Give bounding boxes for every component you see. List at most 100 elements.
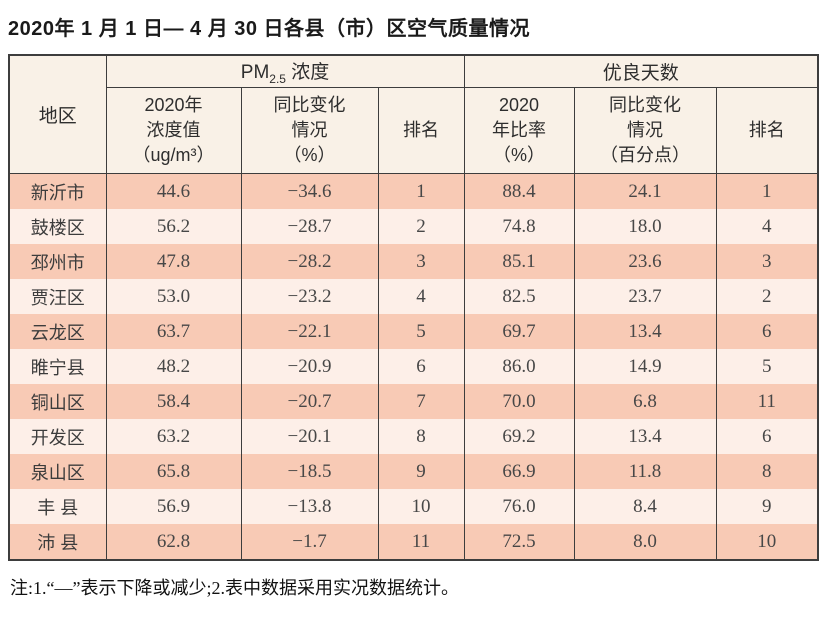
cell-gd-ratio: 69.2 [463, 419, 575, 454]
cell-pm-value: 65.8 [105, 454, 242, 489]
cell-gd-ratio: 85.1 [463, 244, 575, 279]
cell-region: 睢宁县 [8, 349, 107, 384]
cell-pm-rank: 7 [377, 384, 465, 419]
header-group-row: 地区 PM2.5 浓度 优良天数 [8, 55, 819, 174]
pm25-label-suffix: 浓度 [285, 62, 330, 84]
table-header: 地区 PM2.5 浓度 优良天数 2020年 浓度值 （ug/m³） 同比变化 … [8, 55, 819, 174]
cell-gd-change: 14.9 [573, 349, 717, 384]
col-header-gd-change: 同比变化 情况 （百分点） [573, 87, 717, 174]
cell-gd-ratio: 66.9 [463, 454, 575, 489]
cell-pm-rank: 10 [377, 489, 465, 524]
cell-pm-change: −23.2 [240, 279, 379, 314]
cell-gd-change: 23.7 [573, 279, 717, 314]
cell-pm-rank: 4 [377, 279, 465, 314]
table-row: 鼓楼区 56.2 −28.7 2 74.8 18.0 4 [8, 209, 819, 244]
cell-region: 丰 县 [8, 489, 107, 524]
cell-region: 沛 县 [8, 524, 107, 560]
cell-gd-ratio: 72.5 [463, 524, 575, 560]
table-row: 开发区 63.2 −20.1 8 69.2 13.4 6 [8, 419, 819, 454]
cell-pm-change: −20.1 [240, 419, 379, 454]
cell-region: 贾汪区 [8, 279, 107, 314]
air-quality-table: 地区 PM2.5 浓度 优良天数 2020年 浓度值 （ug/m³） 同比变化 … [8, 54, 820, 561]
cell-gd-change: 11.8 [573, 454, 717, 489]
cell-pm-value: 58.4 [105, 384, 242, 419]
col-header-region: 地区 [8, 55, 107, 174]
cell-pm-rank: 11 [377, 524, 465, 560]
cell-gd-change: 13.4 [573, 419, 717, 454]
table-row: 贾汪区 53.0 −23.2 4 82.5 23.7 2 [8, 279, 819, 314]
cell-pm-change: −22.1 [240, 314, 379, 349]
col-header-pm-value: 2020年 浓度值 （ug/m³） [105, 87, 242, 174]
cell-pm-rank: 5 [377, 314, 465, 349]
table-row: 沛 县 62.8 −1.7 11 72.5 8.0 10 [8, 524, 819, 560]
cell-gd-rank: 10 [715, 524, 819, 560]
cell-pm-value: 53.0 [105, 279, 242, 314]
cell-pm-rank: 6 [377, 349, 465, 384]
table-row: 云龙区 63.7 −22.1 5 69.7 13.4 6 [8, 314, 819, 349]
cell-gd-change: 23.6 [573, 244, 717, 279]
table-row: 铜山区 58.4 −20.7 7 70.0 6.8 11 [8, 384, 819, 419]
cell-pm-change: −13.8 [240, 489, 379, 524]
table-row: 新沂市 44.6 −34.6 1 88.4 24.1 1 [8, 173, 819, 209]
cell-region: 开发区 [8, 419, 107, 454]
col-header-pm-rank: 排名 [377, 87, 465, 174]
cell-gd-rank: 1 [715, 173, 819, 209]
table-row: 睢宁县 48.2 −20.9 6 86.0 14.9 5 [8, 349, 819, 384]
table-row: 邳州市 47.8 −28.2 3 85.1 23.6 3 [8, 244, 819, 279]
pm25-label-prefix: PM [240, 62, 270, 84]
cell-gd-ratio: 74.8 [463, 209, 575, 244]
cell-pm-value: 62.8 [105, 524, 242, 560]
cell-gd-change: 13.4 [573, 314, 717, 349]
table-row: 泉山区 65.8 −18.5 9 66.9 11.8 8 [8, 454, 819, 489]
cell-pm-rank: 8 [377, 419, 465, 454]
col-group-good-days: 优良天数 [463, 55, 819, 88]
cell-gd-ratio: 69.7 [463, 314, 575, 349]
cell-gd-change: 8.0 [573, 524, 717, 560]
cell-pm-value: 47.8 [105, 244, 242, 279]
cell-gd-rank: 8 [715, 454, 819, 489]
cell-gd-rank: 2 [715, 279, 819, 314]
cell-gd-ratio: 86.0 [463, 349, 575, 384]
table-row: 丰 县 56.9 −13.8 10 76.0 8.4 9 [8, 489, 819, 524]
cell-region: 云龙区 [8, 314, 107, 349]
cell-gd-change: 8.4 [573, 489, 717, 524]
cell-gd-ratio: 82.5 [463, 279, 575, 314]
cell-pm-rank: 1 [377, 173, 465, 209]
cell-gd-rank: 11 [715, 384, 819, 419]
cell-region: 铜山区 [8, 384, 107, 419]
cell-region: 鼓楼区 [8, 209, 107, 244]
cell-pm-change: −28.2 [240, 244, 379, 279]
page-title: 2020年 1 月 1 日— 4 月 30 日各县（市）区空气质量情况 [8, 18, 531, 40]
cell-gd-ratio: 88.4 [463, 173, 575, 209]
footnote: 注:1.“—”表示下降或减少;2.表中数据采用实况数据统计。 [10, 578, 459, 598]
cell-pm-value: 56.2 [105, 209, 242, 244]
cell-gd-ratio: 76.0 [463, 489, 575, 524]
cell-pm-change: −20.9 [240, 349, 379, 384]
header-sub-row: 2020年 浓度值 （ug/m³） 同比变化 情况 （%） 排名 2020 年比… [9, 87, 819, 174]
cell-pm-value: 56.9 [105, 489, 242, 524]
cell-pm-rank: 2 [377, 209, 465, 244]
cell-gd-rank: 6 [715, 314, 819, 349]
col-header-pm-change: 同比变化 情况 （%） [240, 87, 379, 174]
cell-pm-change: −34.6 [240, 173, 379, 209]
cell-pm-value: 44.6 [105, 173, 242, 209]
cell-pm-value: 63.2 [105, 419, 242, 454]
cell-gd-rank: 3 [715, 244, 819, 279]
cell-gd-rank: 4 [715, 209, 819, 244]
col-header-gd-ratio: 2020 年比率 （%） [463, 87, 575, 174]
cell-gd-rank: 6 [715, 419, 819, 454]
table-body: 新沂市 44.6 −34.6 1 88.4 24.1 1 鼓楼区 56.2 −28.7 2 74.8 1… [8, 173, 819, 560]
cell-gd-ratio: 70.0 [463, 384, 575, 419]
cell-gd-change: 6.8 [573, 384, 717, 419]
cell-pm-value: 63.7 [105, 314, 242, 349]
cell-gd-rank: 5 [715, 349, 819, 384]
cell-pm-change: −18.5 [240, 454, 379, 489]
cell-pm-change: −28.7 [240, 209, 379, 244]
cell-region: 新沂市 [8, 173, 107, 209]
col-group-pm25: PM2.5 浓度 [105, 55, 465, 88]
cell-pm-rank: 3 [377, 244, 465, 279]
cell-gd-change: 18.0 [573, 209, 717, 244]
cell-gd-rank: 9 [715, 489, 819, 524]
col-header-gd-rank: 排名 [715, 87, 819, 174]
